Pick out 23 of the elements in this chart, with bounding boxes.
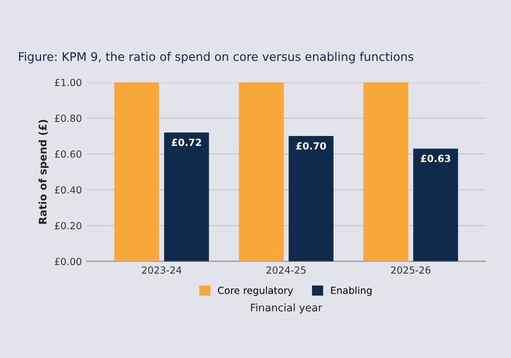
y-tick-label: £0.40: [54, 186, 82, 194]
x-tick-label: 2023-24: [142, 266, 182, 274]
legend-label: Enabling: [331, 286, 372, 296]
legend-label: Core regulatory: [218, 286, 293, 296]
data-label: £0.72: [172, 138, 202, 146]
y-tick-label: £1.00: [54, 78, 82, 86]
x-tick-label: 2024-25: [266, 266, 306, 274]
bar: [363, 82, 408, 262]
bar: [413, 148, 458, 262]
y-tick-label: £0.60: [54, 150, 82, 158]
data-label: £0.70: [296, 142, 326, 150]
chart-title: Figure: KPM 9, the ratio of spend on core versus enabling functions: [19, 52, 414, 64]
bar: [238, 82, 284, 262]
bar: [164, 132, 209, 262]
y-axis-title: Ratio of spend (£): [38, 120, 49, 224]
x-tick-label: 2025-26: [391, 266, 430, 274]
y-tick-label: £0.80: [54, 114, 82, 122]
y-tick-label: £0.00: [54, 258, 82, 266]
bar: [114, 82, 160, 262]
y-tick-label: £0.20: [54, 222, 82, 230]
bar: [288, 136, 334, 262]
data-label: £0.63: [420, 154, 450, 162]
x-axis-title: Financial year: [251, 303, 322, 314]
